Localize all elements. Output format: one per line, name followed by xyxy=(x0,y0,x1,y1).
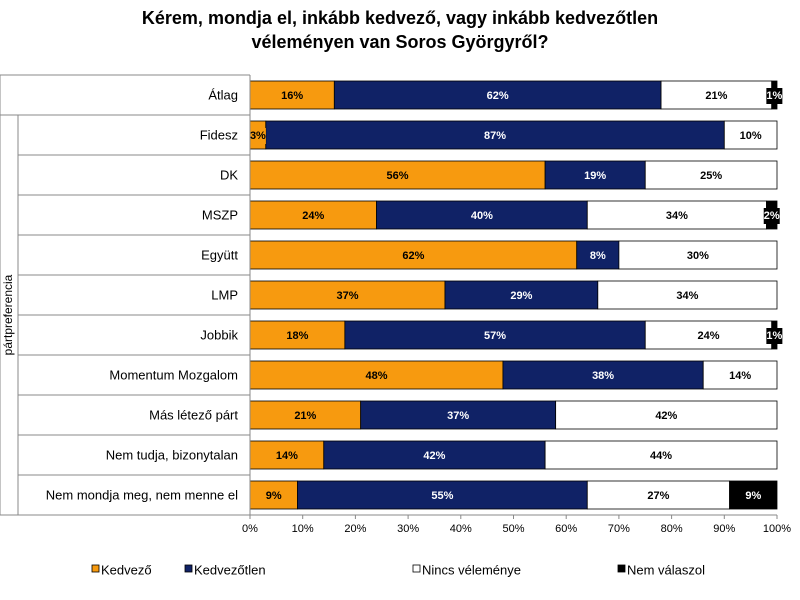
small-label-bg xyxy=(763,208,780,224)
bar-value-label: 34% xyxy=(676,290,698,302)
bar-value-label: 1% xyxy=(766,330,782,342)
bar-segment xyxy=(729,480,778,510)
bar-segment xyxy=(544,160,646,190)
category-label: LMP xyxy=(211,287,238,302)
x-tick-label: 30% xyxy=(397,523,419,535)
x-tick-label: 40% xyxy=(450,523,472,535)
bar-value-label: 14% xyxy=(276,450,298,462)
category-label: Nem mondja meg, nem menne el xyxy=(46,487,238,502)
bar-value-label: 21% xyxy=(705,90,727,102)
bar-value-label: 48% xyxy=(365,370,387,382)
bar-segment xyxy=(618,240,778,270)
bar-segment xyxy=(502,360,704,390)
small-label-bg xyxy=(766,88,783,104)
category-label: Jobbik xyxy=(200,327,238,342)
legend-label: Nem válaszol xyxy=(627,562,705,577)
group-label: pártpreferencia xyxy=(1,274,15,355)
legend-label: Nincs véleménye xyxy=(422,562,521,577)
bar-segment xyxy=(555,400,778,430)
bar-segment xyxy=(249,200,377,230)
bar-value-label: 8% xyxy=(590,250,606,262)
category-label: Fidesz xyxy=(200,127,238,142)
bar-segment xyxy=(702,360,778,390)
bar-value-label: 3% xyxy=(250,130,266,142)
bar-value-label: 62% xyxy=(487,90,509,102)
x-tick-label: 20% xyxy=(344,523,366,535)
bar-value-label: 9% xyxy=(266,490,282,502)
x-tick-label: 60% xyxy=(555,523,577,535)
legend-swatch xyxy=(412,564,421,573)
bar-value-label: 19% xyxy=(584,170,606,182)
bar-value-label: 56% xyxy=(387,170,409,182)
chart-title: Kérem, mondja el, inkább kedvező, vagy i… xyxy=(0,6,800,54)
bar-segment xyxy=(660,80,773,110)
bar-value-label: 14% xyxy=(729,370,751,382)
bar-value-label: 24% xyxy=(697,330,719,342)
bar-segment xyxy=(249,80,335,110)
small-label-bg xyxy=(249,128,266,144)
legend-swatch xyxy=(91,564,100,573)
small-label-bg xyxy=(766,328,783,344)
category-label: Nem tudja, bizonytalan xyxy=(106,447,238,462)
bar-value-label: 1% xyxy=(766,90,782,102)
bar-value-label: 37% xyxy=(447,410,469,422)
x-tick-label: 90% xyxy=(713,523,735,535)
legend-swatch xyxy=(617,564,626,573)
bar-segment xyxy=(544,440,778,470)
bar-value-label: 42% xyxy=(423,450,445,462)
x-tick-label: 10% xyxy=(292,523,314,535)
bar-segment xyxy=(444,280,599,310)
bar-value-label: 38% xyxy=(592,370,614,382)
bar-segment xyxy=(586,480,730,510)
bar-value-label: 40% xyxy=(471,210,493,222)
bar-value-label: 9% xyxy=(745,490,761,502)
bar-value-label: 34% xyxy=(666,210,688,222)
bar-value-label: 44% xyxy=(650,450,672,462)
bar-value-label: 16% xyxy=(281,90,303,102)
category-label: Momentum Mozgalom xyxy=(109,367,238,382)
bar-segment xyxy=(249,360,504,390)
x-tick-label: 80% xyxy=(661,523,683,535)
bar-value-label: 18% xyxy=(286,330,308,342)
bar-value-label: 21% xyxy=(294,410,316,422)
bar-value-label: 10% xyxy=(740,130,762,142)
bar-value-label: 30% xyxy=(687,250,709,262)
legend-swatch xyxy=(184,564,193,573)
legend-label: Kedvező xyxy=(101,562,152,577)
bar-segment xyxy=(344,320,646,350)
bar-value-label: 37% xyxy=(336,290,358,302)
category-label: Együtt xyxy=(201,247,238,262)
bar-value-label: 57% xyxy=(484,330,506,342)
bar-segment xyxy=(597,280,778,310)
chart-title-line-2: véleményen van Soros Györgyről? xyxy=(251,32,549,52)
category-label: Átlag xyxy=(208,87,238,102)
x-tick-label: 70% xyxy=(608,523,630,535)
legend-label: Kedvezőtlen xyxy=(194,562,266,577)
bar-segment xyxy=(723,120,778,150)
bar-value-label: 87% xyxy=(484,130,506,142)
bar-segment xyxy=(333,80,662,110)
bar-segment xyxy=(376,200,588,230)
chart-title-line-1: Kérem, mondja el, inkább kedvező, vagy i… xyxy=(141,8,659,28)
bar-segment xyxy=(644,160,778,190)
x-tick-label: 50% xyxy=(502,523,524,535)
bar-value-label: 62% xyxy=(402,250,424,262)
bar-value-label: 42% xyxy=(655,410,677,422)
x-tick-label: 0% xyxy=(242,523,258,535)
x-tick-label: 100% xyxy=(763,523,791,535)
bar-segment xyxy=(576,240,620,270)
bar-segment xyxy=(249,240,578,270)
bar-segment xyxy=(323,440,546,470)
category-label: MSZP xyxy=(202,207,238,222)
bar-value-label: 55% xyxy=(431,490,453,502)
bar-value-label: 25% xyxy=(700,170,722,182)
bar-segment xyxy=(586,200,767,230)
category-label: DK xyxy=(220,167,238,182)
bar-value-label: 2% xyxy=(764,210,780,222)
bar-value-label: 27% xyxy=(647,490,669,502)
bar-value-label: 24% xyxy=(302,210,324,222)
category-label: Más létező párt xyxy=(149,407,238,422)
bar-value-label: 29% xyxy=(510,290,532,302)
